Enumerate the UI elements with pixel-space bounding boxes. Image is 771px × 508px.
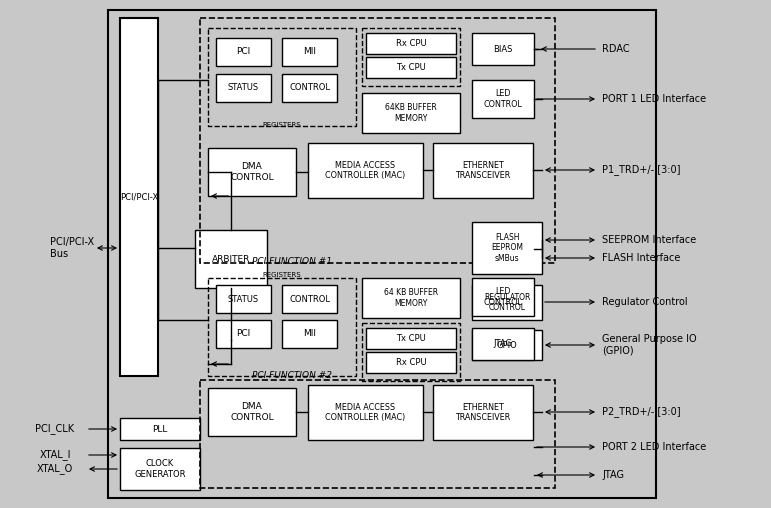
- Text: PORT 1 LED Interface: PORT 1 LED Interface: [602, 94, 706, 104]
- Bar: [282, 38, 337, 66]
- Text: FLASH
EEPROM
sMBus: FLASH EEPROM sMBus: [491, 233, 523, 263]
- Text: P1_TRD+/- [3:0]: P1_TRD+/- [3:0]: [602, 165, 681, 175]
- Bar: [362, 93, 460, 133]
- Text: JTAG: JTAG: [493, 339, 513, 348]
- Text: Tx CPU: Tx CPU: [396, 63, 426, 72]
- Text: ETHERNET
TRANSCEIVER: ETHERNET TRANSCEIVER: [456, 161, 510, 180]
- Bar: [282, 320, 337, 348]
- Text: STATUS: STATUS: [228, 295, 259, 303]
- Text: DMA
CONTROL: DMA CONTROL: [231, 402, 274, 422]
- Text: REGISTERS: REGISTERS: [263, 122, 301, 128]
- Bar: [208, 148, 296, 196]
- Bar: [366, 328, 456, 349]
- Bar: [208, 28, 356, 126]
- Text: PCI/PCI-X
Bus: PCI/PCI-X Bus: [50, 237, 94, 259]
- Bar: [472, 278, 534, 316]
- Bar: [308, 385, 423, 440]
- Bar: [200, 380, 555, 488]
- Bar: [433, 143, 533, 198]
- Text: P2_TRD+/- [3:0]: P2_TRD+/- [3:0]: [602, 406, 681, 418]
- Text: PORT 2 LED Interface: PORT 2 LED Interface: [602, 442, 706, 452]
- Bar: [120, 418, 200, 440]
- Text: 64 KB BUFFER
MEMORY: 64 KB BUFFER MEMORY: [384, 289, 438, 308]
- Text: 64KB BUFFER
MEMORY: 64KB BUFFER MEMORY: [386, 103, 437, 123]
- Text: Rx CPU: Rx CPU: [396, 39, 426, 48]
- Bar: [362, 28, 460, 86]
- Text: PCI: PCI: [237, 330, 251, 338]
- Bar: [308, 143, 423, 198]
- Bar: [366, 352, 456, 373]
- Text: BIAS: BIAS: [493, 45, 513, 53]
- Text: PCI_CLK: PCI_CLK: [35, 424, 75, 434]
- Text: MEDIA ACCESS
CONTROLLER (MAC): MEDIA ACCESS CONTROLLER (MAC): [325, 161, 406, 180]
- Text: GPIO: GPIO: [497, 340, 517, 350]
- Text: CONTROL: CONTROL: [289, 83, 330, 92]
- Text: PCI/PCI-X: PCI/PCI-X: [120, 193, 158, 202]
- Text: ARBITER: ARBITER: [212, 255, 250, 264]
- Text: RDAC: RDAC: [602, 44, 630, 54]
- Bar: [208, 388, 296, 436]
- Text: DMA
CONTROL: DMA CONTROL: [231, 162, 274, 182]
- Bar: [216, 320, 271, 348]
- Bar: [362, 278, 460, 318]
- Text: XTAL_I: XTAL_I: [39, 450, 71, 460]
- Bar: [472, 222, 542, 274]
- Text: LED
CONTROL: LED CONTROL: [483, 89, 523, 109]
- Bar: [108, 10, 656, 498]
- Text: PCI FUNCTION #2: PCI FUNCTION #2: [252, 370, 332, 379]
- Bar: [366, 57, 456, 78]
- Bar: [208, 278, 356, 376]
- Text: PCI FUNCTION #1: PCI FUNCTION #1: [252, 258, 332, 267]
- Bar: [282, 285, 337, 313]
- Text: ETHERNET
TRANSCEIVER: ETHERNET TRANSCEIVER: [456, 403, 510, 422]
- Bar: [366, 33, 456, 54]
- Text: MEDIA ACCESS
CONTROLLER (MAC): MEDIA ACCESS CONTROLLER (MAC): [325, 403, 406, 422]
- Bar: [472, 33, 534, 65]
- Text: XTAL_O: XTAL_O: [37, 463, 73, 474]
- Bar: [282, 74, 337, 102]
- Text: MII: MII: [303, 48, 316, 56]
- Text: MII: MII: [303, 330, 316, 338]
- Bar: [472, 285, 542, 320]
- Text: PLL: PLL: [153, 425, 167, 433]
- Text: Rx CPU: Rx CPU: [396, 358, 426, 367]
- Text: SEEPROM Interface: SEEPROM Interface: [602, 235, 696, 245]
- Bar: [200, 18, 555, 263]
- Bar: [472, 80, 534, 118]
- Text: Regulator Control: Regulator Control: [602, 297, 688, 307]
- Bar: [472, 330, 542, 360]
- Bar: [216, 74, 271, 102]
- Bar: [120, 448, 200, 490]
- Text: Tx CPU: Tx CPU: [396, 334, 426, 343]
- Text: PCI: PCI: [237, 48, 251, 56]
- Bar: [195, 230, 267, 288]
- Bar: [472, 328, 534, 360]
- Bar: [216, 38, 271, 66]
- Text: REGULATOR
CONTROL: REGULATOR CONTROL: [484, 293, 530, 312]
- Text: LED
CONTROL: LED CONTROL: [483, 288, 523, 307]
- Bar: [120, 18, 158, 376]
- Bar: [433, 385, 533, 440]
- Bar: [362, 323, 460, 381]
- Text: REGISTERS: REGISTERS: [263, 272, 301, 278]
- Text: FLASH Interface: FLASH Interface: [602, 253, 680, 263]
- Text: STATUS: STATUS: [228, 83, 259, 92]
- Bar: [216, 285, 271, 313]
- Text: JTAG: JTAG: [602, 470, 624, 480]
- Text: CONTROL: CONTROL: [289, 295, 330, 303]
- Text: CLOCK
GENERATOR: CLOCK GENERATOR: [134, 459, 186, 479]
- Text: General Purpose IO
(GPIO): General Purpose IO (GPIO): [602, 334, 697, 356]
